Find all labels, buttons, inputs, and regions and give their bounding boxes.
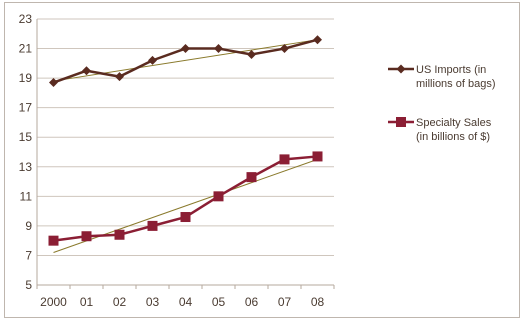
data-point-square (180, 212, 191, 223)
x-tick-label: 08 (311, 295, 325, 309)
x-tick-label: 04 (179, 295, 193, 309)
legend-label: millions of bags) (416, 78, 495, 90)
data-point-diamond (181, 44, 190, 54)
trendline-series-2 (53, 158, 318, 253)
x-tick-label: 07 (278, 295, 292, 309)
legend-label: (in billions of $) (416, 131, 490, 143)
data-point-diamond (82, 66, 91, 76)
trendline-series-1 (53, 39, 318, 82)
y-tick-label: 13 (19, 160, 33, 174)
data-point-diamond (115, 72, 124, 82)
data-point-square (81, 231, 92, 242)
y-tick-label: 11 (20, 189, 33, 203)
data-point-square (213, 191, 224, 202)
chart-frame (4, 2, 520, 318)
data-point-square (279, 154, 290, 165)
data-point-square (246, 172, 257, 183)
legend-marker-square (396, 117, 406, 127)
x-tick-label: 03 (146, 295, 160, 309)
legend-marker-diamond (396, 64, 406, 74)
data-point-diamond (280, 44, 289, 54)
y-tick-label: 23 (19, 12, 33, 26)
data-point-diamond (313, 35, 322, 45)
legend-label: Specialty Sales (416, 117, 492, 129)
data-point-diamond (247, 49, 256, 59)
data-point-diamond (214, 44, 223, 54)
y-tick-label: 9 (25, 219, 32, 233)
data-point-square (48, 235, 59, 246)
x-tick-label: 05 (212, 295, 226, 309)
data-point-square (147, 220, 158, 231)
legend-label: US Imports (in (416, 64, 486, 76)
data-point-diamond (49, 78, 58, 88)
y-tick-label: 21 (19, 42, 33, 56)
y-tick-label: 19 (19, 71, 33, 85)
x-tick-label: 02 (113, 295, 127, 309)
data-point-diamond (148, 55, 157, 65)
series-line-2 (53, 155, 318, 242)
data-point-square (312, 151, 323, 162)
x-tick-label: 06 (245, 295, 259, 309)
y-tick-label: 17 (19, 101, 33, 115)
y-tick-label: 15 (19, 130, 33, 144)
data-point-square (114, 229, 125, 240)
x-tick-label: 2000 (40, 295, 67, 309)
y-tick-label: 5 (25, 278, 32, 292)
y-tick-label: 7 (25, 248, 32, 262)
x-tick-label: 01 (80, 295, 94, 309)
